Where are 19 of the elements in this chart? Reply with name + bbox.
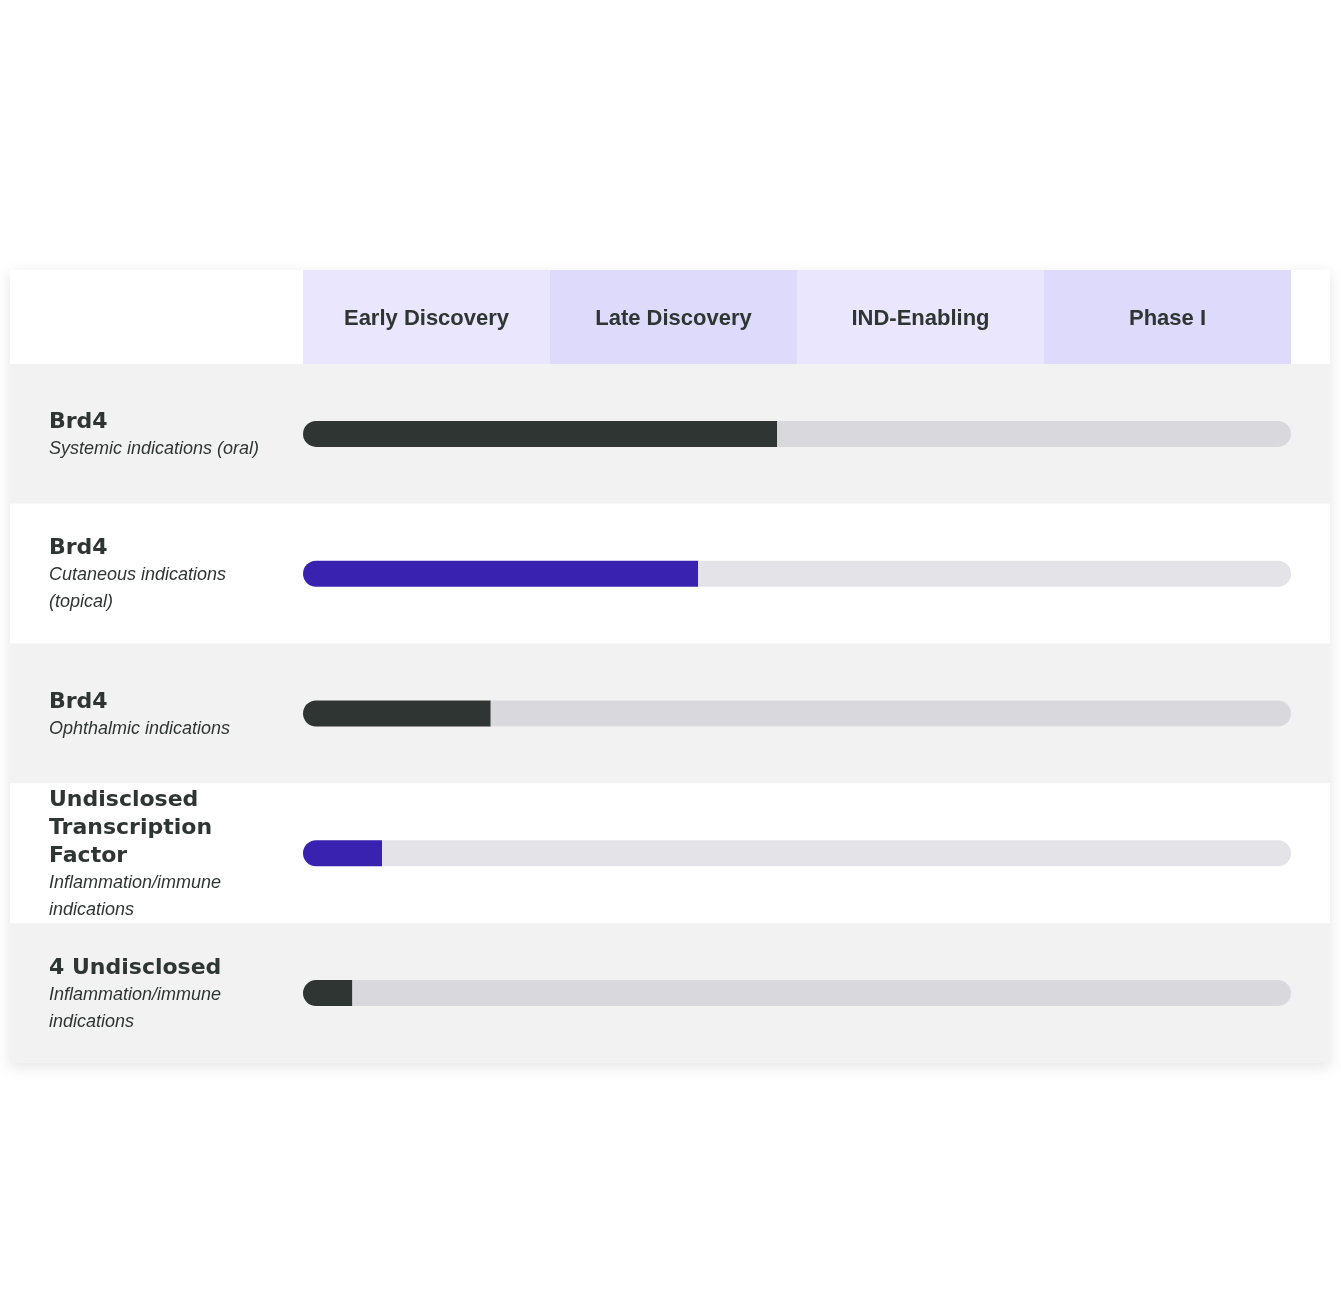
bar	[303, 840, 383, 867]
y-tick-label: 4 Undisclosed Inflammation/immune indications	[49, 953, 222, 1031]
bar	[777, 420, 1291, 447]
bar	[303, 560, 699, 587]
bar	[303, 980, 353, 1007]
bar	[698, 560, 1291, 587]
bar	[382, 840, 1291, 867]
text: IND-Enabling	[851, 304, 990, 330]
y-tick-label: Undisclosed Transcription Factor Inflammation/immune indications	[49, 785, 222, 919]
text: Early Discovery	[343, 304, 510, 330]
y-tick-label: Brd4 Ophthalmic indications	[49, 687, 231, 738]
text: Phase I	[1128, 304, 1207, 330]
text: Late Discovery	[595, 304, 753, 330]
bar	[352, 980, 1291, 1007]
bar	[303, 420, 778, 447]
bar	[303, 700, 491, 727]
y-tick-label: Brd4 Cutaneous indications (topical)	[49, 534, 227, 612]
bar	[490, 700, 1291, 727]
y-tick-label: Brd4 Systemic indications (oral)	[49, 407, 260, 458]
